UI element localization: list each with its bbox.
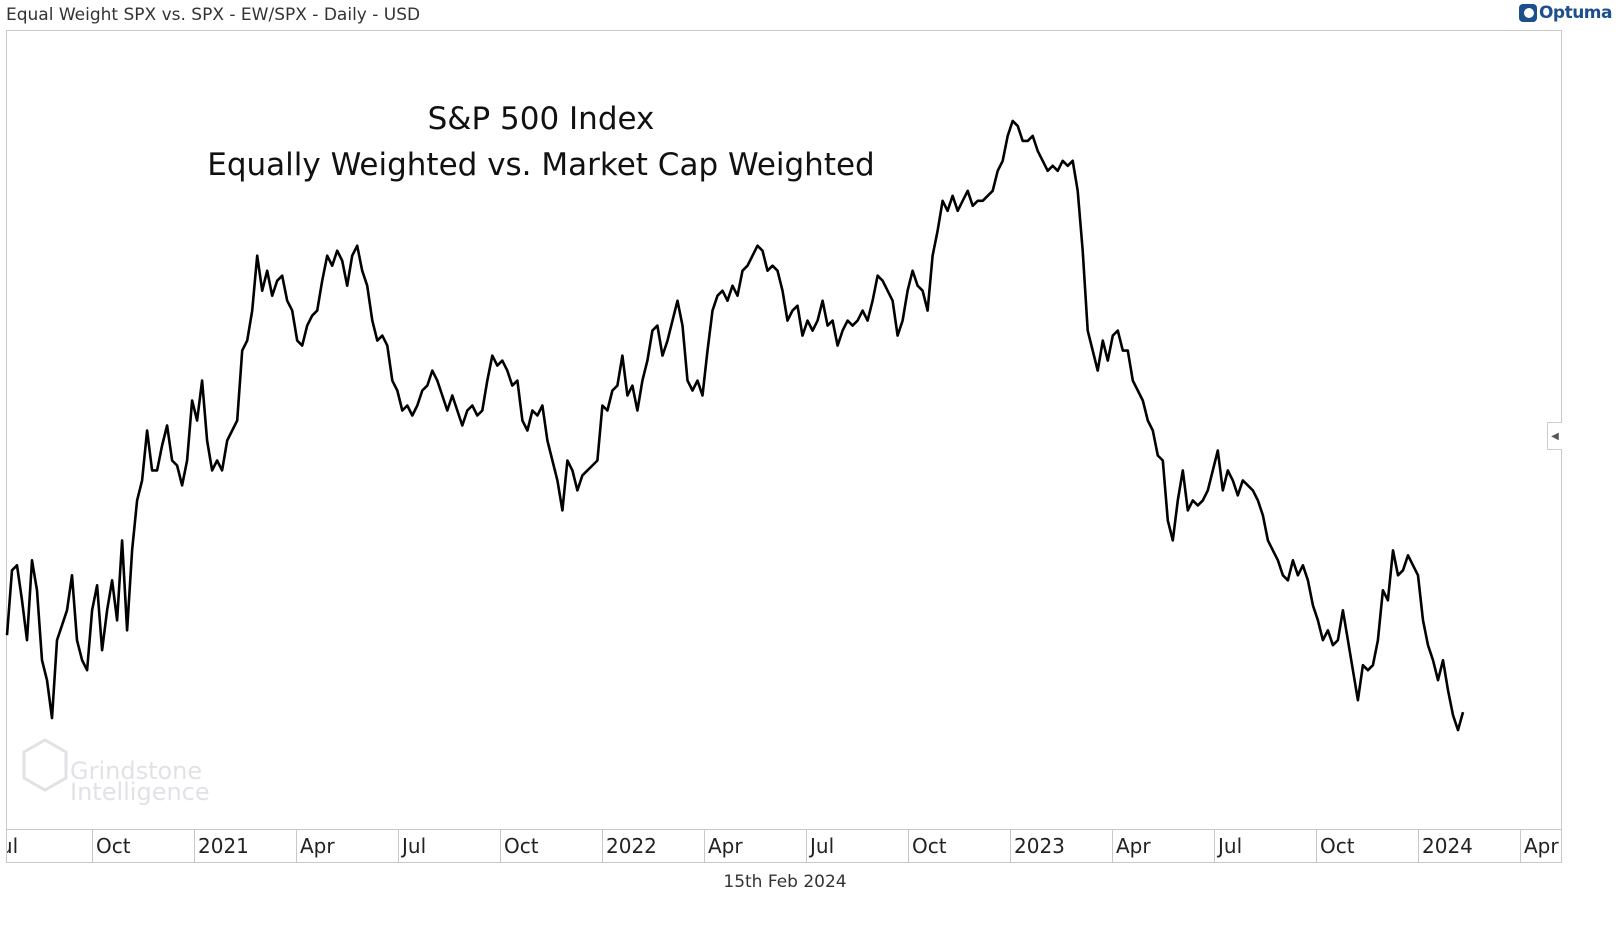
series-line-ew-spx [5,119,1465,732]
chart-header-title: Equal Weight SPX vs. SPX - EW/SPX - Dail… [6,5,421,25]
x-tick-label: Oct [912,834,947,858]
watermark: Grindstone Intelligence [22,738,210,806]
x-tick-label: Apr [300,834,335,858]
watermark-hexagon-icon [22,738,68,792]
x-tick-label: Oct [96,834,131,858]
x-tick-label: 2023 [1014,834,1065,858]
chevron-left-icon: ◀ [1551,430,1559,442]
current-date-label: 15th Feb 2024 [723,872,847,892]
optuma-logo-icon [1518,4,1537,22]
x-axis: Jul Oct 2021 Apr Jul Oct 2022 Apr Jul Oct 2023 Apr J… [0,830,1559,862]
watermark-line2: Intelligence [70,778,210,806]
x-tick-label: 2022 [606,834,657,858]
optuma-logo-text: Optuma [1538,3,1613,23]
x-tick-label: 2024 [1422,834,1473,858]
x-tick-label: Apr [708,834,743,858]
x-tick-label: Jul [808,834,834,858]
x-tick-label: Jul [400,834,426,858]
chart-subtitle: Equally Weighted vs. Market Cap Weighted [207,147,874,183]
optuma-logo: Optuma [1518,3,1613,23]
x-tick-label: Jul [1216,834,1242,858]
x-tick-label: Apr [1524,834,1559,858]
watermark-line1: Grindstone [70,757,202,785]
x-tick-label: Jul [0,834,18,858]
x-tick-label: Oct [504,834,539,858]
x-tick-label: 2021 [198,834,249,858]
collapse-panel-button[interactable]: ◀ [1547,422,1562,450]
chart-title: S&P 500 Index [428,101,655,137]
x-tick-label: Apr [1116,834,1151,858]
x-tick-label: Oct [1320,834,1355,858]
